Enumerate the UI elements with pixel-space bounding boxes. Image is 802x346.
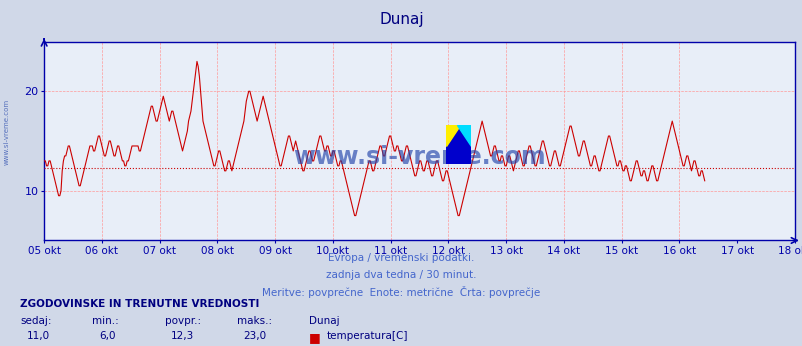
Text: maks.:: maks.: — [237, 316, 272, 326]
Text: 6,0: 6,0 — [99, 331, 115, 341]
Text: povpr.:: povpr.: — [164, 316, 200, 326]
Text: temperatura[C]: temperatura[C] — [326, 331, 407, 341]
Text: min.:: min.: — [92, 316, 119, 326]
Text: sedaj:: sedaj: — [20, 316, 51, 326]
Polygon shape — [456, 125, 471, 146]
Text: Meritve: povprečne  Enote: metrične  Črta: povprečje: Meritve: povprečne Enote: metrične Črta:… — [262, 286, 540, 299]
Text: www.si-vreme.com: www.si-vreme.com — [293, 145, 545, 169]
Text: 11,0: 11,0 — [26, 331, 50, 341]
Text: ■: ■ — [309, 331, 321, 344]
Text: Evropa / vremenski podatki.: Evropa / vremenski podatki. — [328, 253, 474, 263]
Text: 12,3: 12,3 — [171, 331, 194, 341]
Text: Dunaj: Dunaj — [379, 12, 423, 27]
Text: www.si-vreme.com: www.si-vreme.com — [3, 98, 10, 165]
Text: ZGODOVINSKE IN TRENUTNE VREDNOSTI: ZGODOVINSKE IN TRENUTNE VREDNOSTI — [20, 299, 259, 309]
Text: 23,0: 23,0 — [243, 331, 266, 341]
Text: Dunaj: Dunaj — [309, 316, 339, 326]
Text: zadnja dva tedna / 30 minut.: zadnja dva tedna / 30 minut. — [326, 270, 476, 280]
Polygon shape — [445, 125, 471, 164]
Polygon shape — [445, 125, 460, 146]
